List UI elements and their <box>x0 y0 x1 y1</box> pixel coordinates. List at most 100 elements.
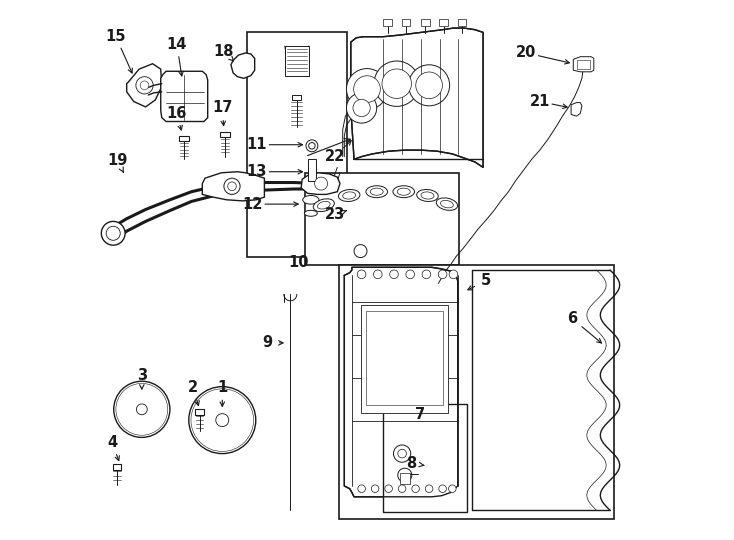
Circle shape <box>120 388 164 431</box>
Text: 19: 19 <box>107 153 128 168</box>
Text: 17: 17 <box>212 100 233 116</box>
Polygon shape <box>231 53 255 78</box>
Text: 5: 5 <box>481 273 491 288</box>
Ellipse shape <box>436 198 457 211</box>
Polygon shape <box>127 64 161 107</box>
Circle shape <box>354 245 367 258</box>
Bar <box>401 472 410 484</box>
Circle shape <box>390 270 399 279</box>
Circle shape <box>306 140 318 152</box>
Text: 1: 1 <box>217 380 228 395</box>
Text: 13: 13 <box>247 164 267 179</box>
Bar <box>383 19 392 26</box>
Bar <box>292 94 301 100</box>
Circle shape <box>346 69 388 110</box>
Circle shape <box>136 77 153 94</box>
Circle shape <box>315 177 327 190</box>
Circle shape <box>385 485 393 492</box>
Bar <box>247 32 347 256</box>
Circle shape <box>118 386 166 433</box>
Circle shape <box>228 182 236 191</box>
Bar <box>576 60 590 69</box>
Text: 4: 4 <box>107 435 117 450</box>
Circle shape <box>449 270 458 279</box>
Circle shape <box>116 383 168 435</box>
Circle shape <box>425 485 433 492</box>
Text: 23: 23 <box>324 207 345 222</box>
Circle shape <box>357 485 366 492</box>
Circle shape <box>374 270 382 279</box>
Circle shape <box>206 404 239 436</box>
Circle shape <box>101 221 125 245</box>
Bar <box>401 19 410 26</box>
Circle shape <box>191 389 254 451</box>
Circle shape <box>398 468 412 482</box>
Text: 10: 10 <box>288 255 309 270</box>
Text: 14: 14 <box>167 37 187 52</box>
Text: 21: 21 <box>530 94 550 109</box>
Circle shape <box>439 485 446 492</box>
Bar <box>285 46 309 76</box>
Circle shape <box>415 72 443 99</box>
Ellipse shape <box>302 195 319 204</box>
Text: 20: 20 <box>516 45 537 60</box>
Bar <box>308 159 316 181</box>
Circle shape <box>216 414 229 427</box>
Circle shape <box>224 178 240 194</box>
Polygon shape <box>203 172 264 201</box>
Circle shape <box>354 76 380 103</box>
Ellipse shape <box>440 200 454 208</box>
Text: 18: 18 <box>214 44 234 59</box>
Bar <box>458 19 466 26</box>
Polygon shape <box>301 173 340 194</box>
Ellipse shape <box>417 190 438 201</box>
Text: 2: 2 <box>188 380 198 395</box>
Ellipse shape <box>343 192 356 199</box>
Bar <box>220 132 230 137</box>
Bar <box>366 310 443 405</box>
Circle shape <box>353 99 370 117</box>
Circle shape <box>382 69 412 98</box>
Circle shape <box>448 485 456 492</box>
Ellipse shape <box>305 210 317 217</box>
Bar <box>383 404 467 512</box>
Circle shape <box>409 65 450 106</box>
Circle shape <box>129 396 155 422</box>
Polygon shape <box>351 28 483 167</box>
Circle shape <box>197 394 248 446</box>
Circle shape <box>422 270 431 279</box>
Circle shape <box>438 270 447 279</box>
Circle shape <box>393 445 411 462</box>
Text: 16: 16 <box>167 106 187 121</box>
Bar <box>195 409 204 415</box>
Text: 8: 8 <box>406 456 416 471</box>
Circle shape <box>193 391 252 449</box>
Circle shape <box>346 93 377 123</box>
Bar <box>179 136 189 141</box>
Circle shape <box>137 404 148 415</box>
Bar <box>360 305 448 413</box>
Bar <box>305 173 459 265</box>
Bar <box>421 19 429 26</box>
Bar <box>440 19 448 26</box>
Polygon shape <box>573 57 594 72</box>
Ellipse shape <box>421 192 434 199</box>
Ellipse shape <box>313 199 335 212</box>
Circle shape <box>412 485 419 492</box>
Text: 6: 6 <box>567 311 577 326</box>
Circle shape <box>309 143 315 149</box>
Polygon shape <box>161 71 208 122</box>
Ellipse shape <box>397 188 410 195</box>
Text: 11: 11 <box>247 137 267 152</box>
Circle shape <box>371 485 379 492</box>
Circle shape <box>374 61 419 106</box>
Circle shape <box>406 270 415 279</box>
Circle shape <box>357 270 366 279</box>
Text: 9: 9 <box>262 335 272 350</box>
Circle shape <box>106 226 120 240</box>
Bar <box>339 265 614 519</box>
Circle shape <box>399 485 406 492</box>
Circle shape <box>398 449 407 458</box>
Circle shape <box>140 81 149 90</box>
Circle shape <box>114 381 170 437</box>
